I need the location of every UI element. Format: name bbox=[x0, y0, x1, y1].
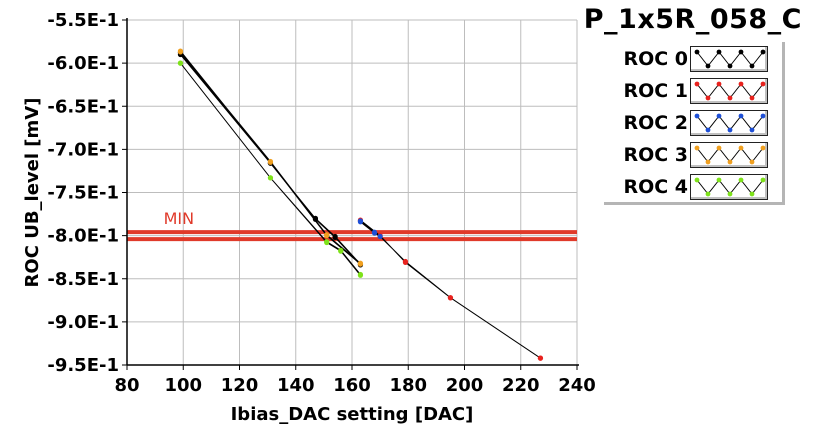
y-tick-label: -9.5E-1 bbox=[47, 355, 119, 376]
x-tick-label: 180 bbox=[389, 375, 427, 396]
data-point bbox=[377, 233, 383, 240]
data-point bbox=[177, 49, 184, 55]
axes: 80 100 120 140 160 180 200 220 240 -5.5E-1 -6.0E-1… bbox=[47, 10, 595, 396]
y-tick-label: -8.0E-1 bbox=[47, 226, 119, 247]
legend-item: ROC 1 bbox=[604, 76, 782, 106]
data-point bbox=[324, 239, 330, 245]
x-axis-label: Ibias_DAC setting [DAC] bbox=[231, 404, 474, 425]
y-tick-label: -7.0E-1 bbox=[47, 139, 119, 160]
legend-label: ROC 1 bbox=[623, 80, 688, 102]
min-line-label: MIN bbox=[164, 209, 195, 228]
data-point bbox=[357, 271, 364, 278]
x-tick-label: 160 bbox=[333, 375, 371, 396]
legend: ROC 0 ROC 1 ROC 2 ROC 3 ROC 4 bbox=[604, 42, 785, 205]
x-tick-label: 220 bbox=[502, 375, 540, 396]
x-tick-label: 80 bbox=[114, 375, 139, 396]
x-tick-label: 200 bbox=[446, 375, 484, 396]
y-tick-label: -7.5E-1 bbox=[47, 183, 119, 204]
legend-item: ROC 2 bbox=[604, 108, 782, 138]
data-point bbox=[357, 219, 364, 225]
data-point bbox=[267, 175, 274, 181]
x-tick-label: 140 bbox=[277, 375, 315, 396]
legend-label: ROC 3 bbox=[623, 144, 688, 166]
legend-item: ROC 3 bbox=[604, 140, 782, 170]
series-line bbox=[180, 62, 361, 277]
data-point bbox=[402, 258, 409, 265]
y-tick-label: -5.5E-1 bbox=[47, 10, 119, 31]
legend-item: ROC 4 bbox=[604, 172, 782, 202]
chart-title: P_1x5R_058_C bbox=[583, 4, 802, 35]
data-point bbox=[332, 233, 338, 240]
y-tick-label: -8.5E-1 bbox=[47, 269, 119, 290]
legend-swatch bbox=[690, 142, 768, 168]
legend-swatch bbox=[690, 110, 768, 136]
data-point bbox=[357, 260, 364, 266]
legend-swatch bbox=[690, 174, 768, 200]
series-layer bbox=[177, 48, 544, 361]
data-point bbox=[371, 230, 378, 236]
legend-label: ROC 2 bbox=[623, 112, 688, 134]
series-roc-4 bbox=[177, 60, 364, 278]
min-lines bbox=[127, 230, 577, 242]
legend-label: ROC 4 bbox=[623, 176, 688, 198]
legend-swatch bbox=[690, 78, 768, 104]
legend-label: ROC 0 bbox=[623, 48, 688, 70]
data-point bbox=[267, 158, 274, 165]
legend-item: ROC 0 bbox=[604, 44, 782, 74]
x-tick-label: 120 bbox=[221, 375, 259, 396]
data-point bbox=[447, 295, 454, 301]
y-axis-label: ROC UB_level [mV] bbox=[22, 98, 43, 288]
data-point bbox=[324, 232, 330, 238]
legend-swatch bbox=[690, 46, 768, 72]
x-tick-label: 100 bbox=[164, 375, 202, 396]
series-roc-2 bbox=[357, 218, 383, 240]
data-point bbox=[537, 355, 544, 361]
data-point bbox=[338, 247, 344, 253]
y-tick-label: -6.5E-1 bbox=[47, 96, 119, 117]
data-point bbox=[177, 60, 184, 66]
x-tick-label: 240 bbox=[558, 375, 596, 396]
y-tick-label: -9.0E-1 bbox=[47, 312, 119, 333]
series-roc-3 bbox=[177, 48, 364, 267]
y-tick-label: -6.0E-1 bbox=[47, 53, 119, 74]
